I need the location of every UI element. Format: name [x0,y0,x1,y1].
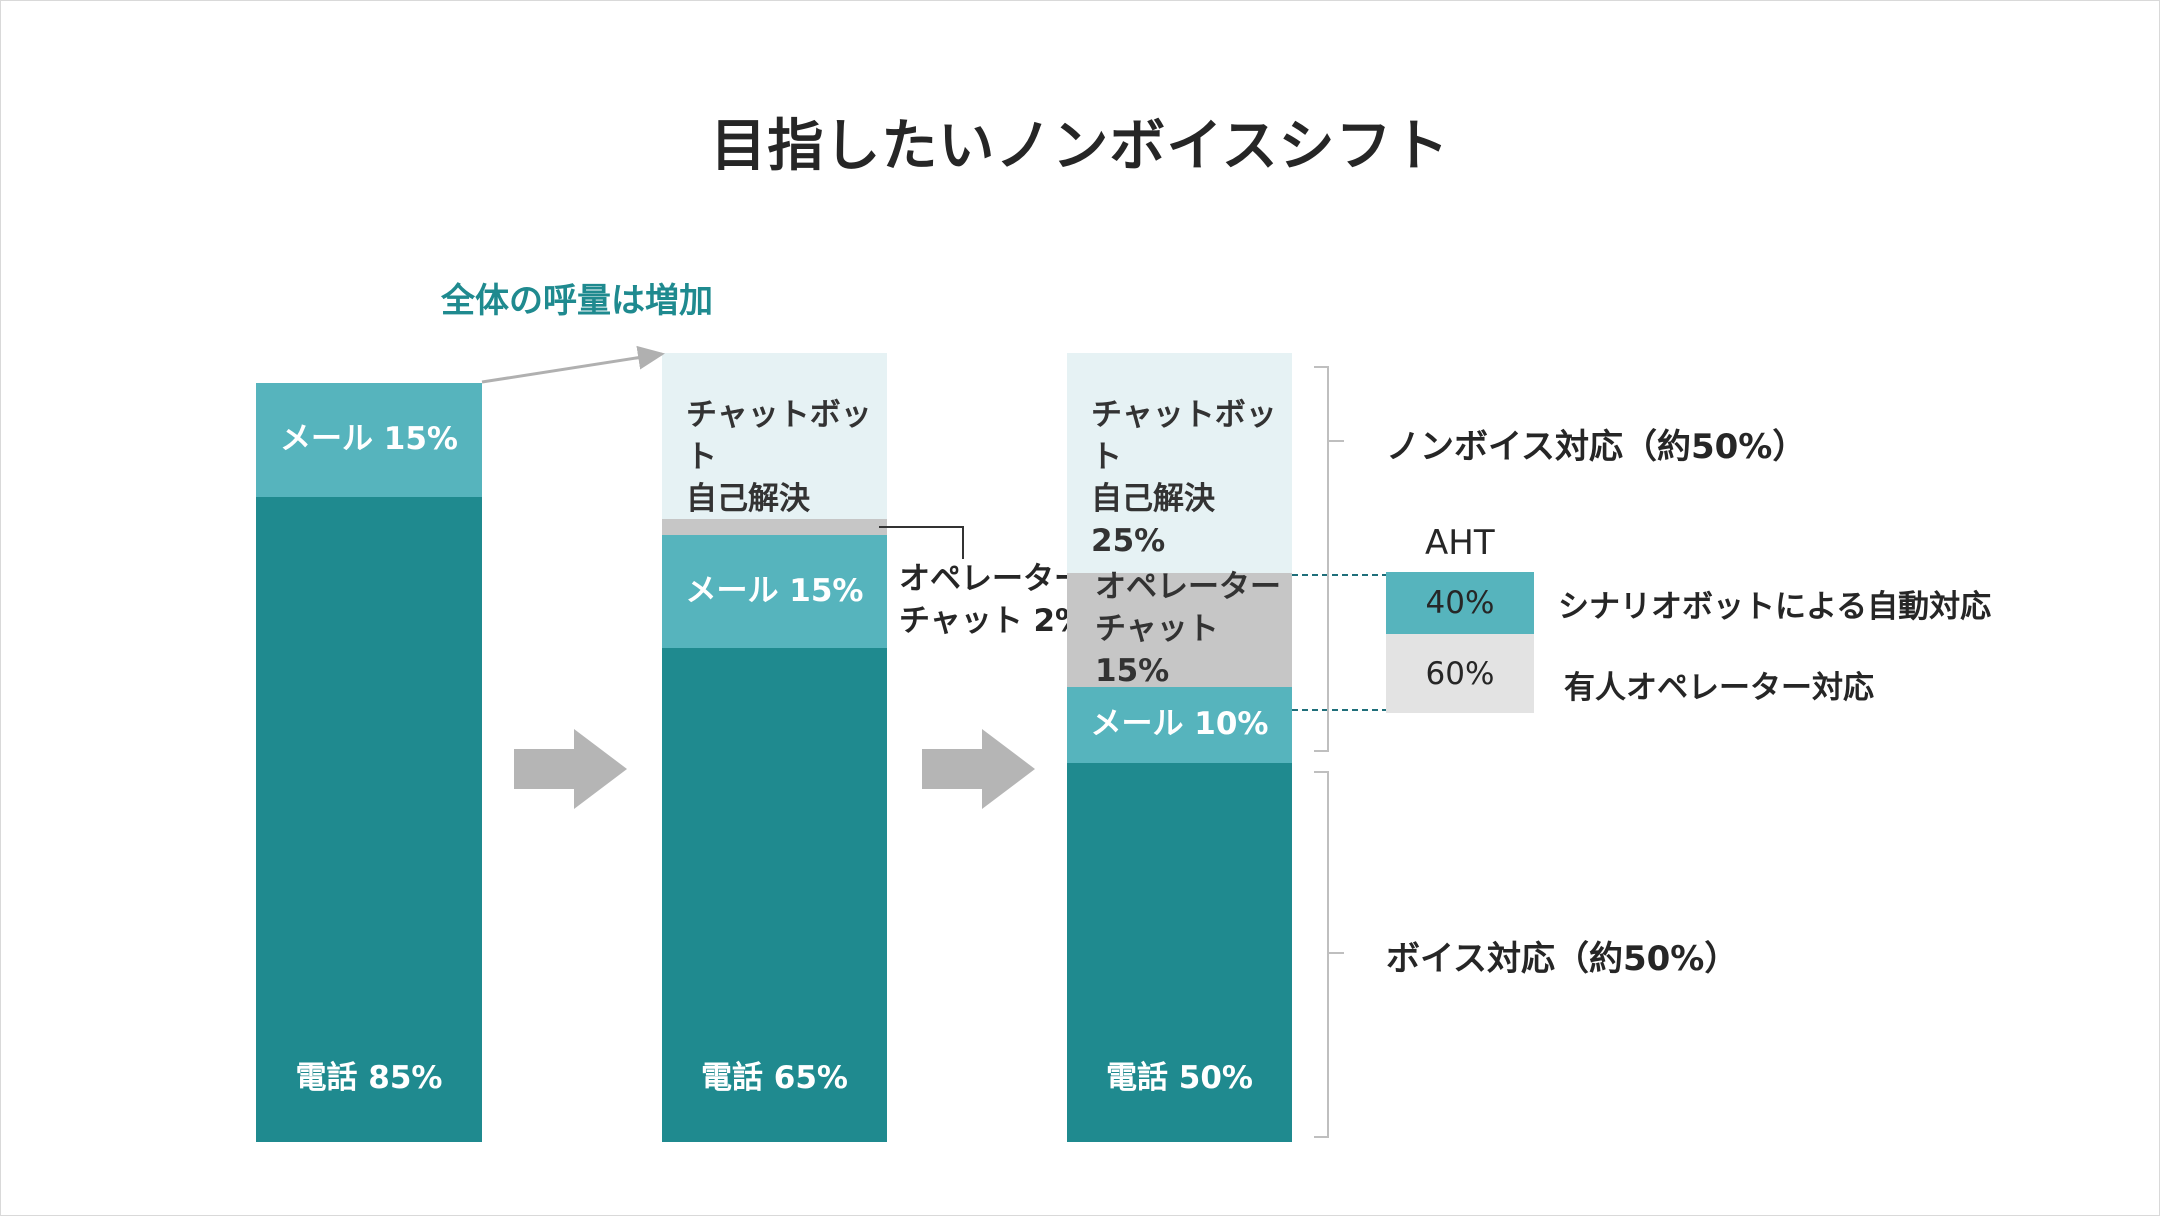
bar3-phone-label: 電話 50% [1106,1060,1253,1097]
aht-desc-human: 有人オペレーター対応 [1564,670,1874,706]
aht-value-human: 60% [1386,634,1534,713]
voice-label: ボイス対応（約50%） [1386,939,1739,979]
increase-arrow [481,345,665,384]
bar2-phone-label: 電話 65% [701,1060,848,1097]
bar1-mail-segment: メール 15% [256,383,482,497]
bar2-operator-segment [662,519,887,535]
transition-arrow-2 [922,729,1035,809]
bar3-chatbot-segment: チャットボット 自己解決 25% [1067,353,1292,573]
aht-value-human-text: 60% [1425,655,1495,692]
bar1-mail-label: メール 15% [280,421,458,458]
nonvoice-bracket [1314,366,1329,752]
aht-value-bot-text: 40% [1425,585,1495,621]
bar1-phone-segment: 電話 85% [256,497,482,1142]
transition-arrow-1 [514,729,627,809]
aht-header: AHT [1425,523,1495,563]
bar3-chatbot-label: チャットボット 自己解決 25% [1091,397,1277,559]
bar2-mail-segment: メール 15% [662,535,887,648]
aht-value-bot: 40% [1386,572,1534,634]
slide-title: 目指したいノンボイスシフト [710,114,1450,179]
bar3-mail-segment: メール 10% [1067,687,1292,763]
increase-note: 全体の呼量は増加 [441,281,713,321]
bar3-operator-label: オペレーター チャット 15% [1095,569,1281,689]
bar3-phone-segment: 電話 50% [1067,763,1292,1142]
nonvoice-label: ノンボイス対応（約50%） [1386,427,1807,467]
bar3-operator-segment: オペレーター チャット 15% [1067,569,1292,689]
voice-bracket [1314,771,1329,1138]
aht-desc-bot: シナリオボットによる自動対応 [1558,589,1992,625]
bar2-operator-leader [879,526,964,559]
bar2-mail-label: メール 15% [685,572,864,609]
bar3-mail-label: メール 10% [1090,706,1269,743]
bar1-phone-label: 電話 85% [295,1060,443,1097]
bar2-phone-segment: 電話 65% [662,648,887,1142]
bar2-operator-label: オペレーター チャット 2% [899,561,1087,639]
